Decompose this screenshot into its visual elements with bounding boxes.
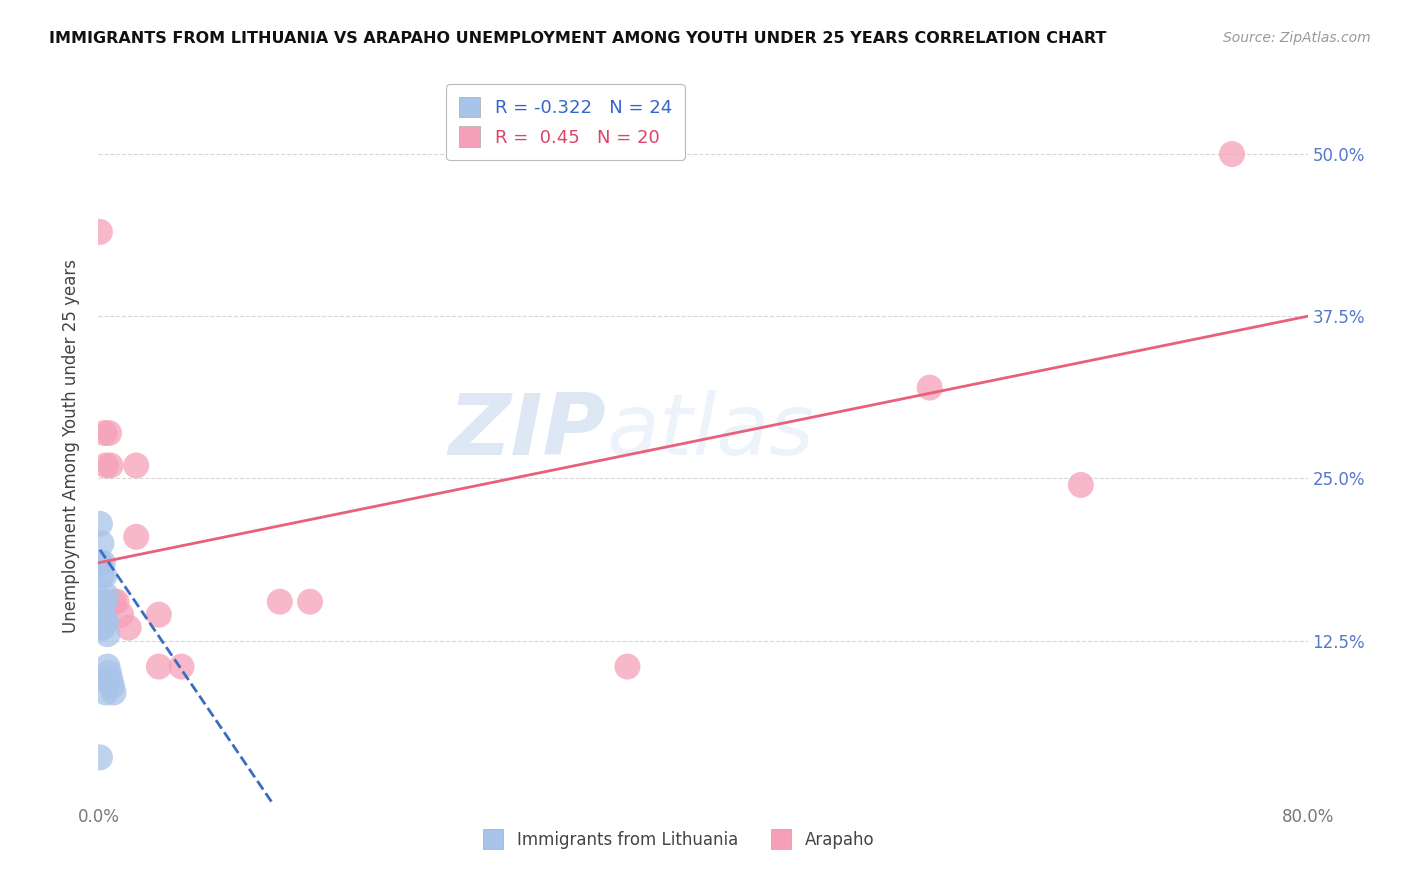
Point <box>91 595 114 609</box>
Point <box>89 750 111 764</box>
Point <box>110 607 132 622</box>
Point <box>103 595 125 609</box>
Text: atlas: atlas <box>606 390 814 474</box>
Point <box>90 536 112 550</box>
Point <box>89 225 111 239</box>
Point <box>1220 147 1243 161</box>
Point <box>101 679 124 693</box>
Point <box>91 621 114 635</box>
Point <box>100 673 122 687</box>
Text: IMMIGRANTS FROM LITHUANIA VS ARAPAHO UNEMPLOYMENT AMONG YOUTH UNDER 25 YEARS COR: IMMIGRANTS FROM LITHUANIA VS ARAPAHO UNE… <box>49 31 1107 46</box>
Point <box>90 568 112 582</box>
Text: ZIP: ZIP <box>449 390 606 474</box>
Legend: Immigrants from Lithuania, Arapaho: Immigrants from Lithuania, Arapaho <box>474 820 884 859</box>
Point <box>125 530 148 544</box>
Point <box>91 556 114 570</box>
Point <box>98 666 121 681</box>
Point <box>170 659 193 673</box>
Point <box>94 685 117 699</box>
Point <box>93 568 115 582</box>
Point <box>94 588 117 602</box>
Point <box>96 659 118 673</box>
Text: Source: ZipAtlas.com: Source: ZipAtlas.com <box>1223 31 1371 45</box>
Point <box>269 595 291 609</box>
Point <box>89 516 111 531</box>
Point <box>90 607 112 622</box>
Point <box>118 621 141 635</box>
Point <box>94 458 117 473</box>
Point <box>93 673 115 687</box>
Point <box>89 556 111 570</box>
Point <box>100 458 122 473</box>
Point <box>148 607 170 622</box>
Point <box>93 614 115 628</box>
Point <box>1070 478 1092 492</box>
Point <box>98 425 121 440</box>
Y-axis label: Unemployment Among Youth under 25 years: Unemployment Among Youth under 25 years <box>62 259 80 633</box>
Point <box>125 458 148 473</box>
Point <box>93 425 115 440</box>
Point <box>90 621 112 635</box>
Point <box>91 607 114 622</box>
Point <box>148 659 170 673</box>
Point <box>93 595 115 609</box>
Point <box>96 627 118 641</box>
Point <box>94 614 117 628</box>
Point <box>103 685 125 699</box>
Point <box>616 659 638 673</box>
Point <box>299 595 322 609</box>
Point <box>918 381 941 395</box>
Point <box>105 595 128 609</box>
